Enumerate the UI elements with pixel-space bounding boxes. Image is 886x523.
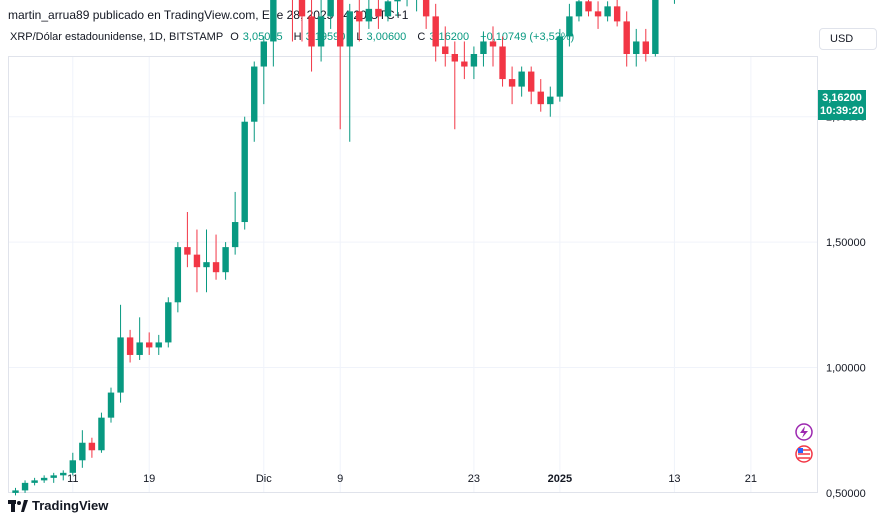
candle-body: [356, 11, 363, 22]
candle-body: [174, 247, 182, 303]
candle-body: [69, 460, 76, 473]
x-tick-label: Dic: [256, 473, 272, 485]
last-price-badge: 3,16200 10:39:20: [818, 90, 866, 120]
candle-body: [231, 222, 239, 248]
candle-body: [652, 0, 659, 54]
chart-frame: [8, 56, 818, 493]
candle-body: [518, 71, 525, 87]
candle-body: [394, 0, 401, 2]
y-tick-label: 1,00000: [826, 363, 866, 375]
candle-body: [298, 0, 306, 17]
candle-body: [480, 41, 487, 54]
high-value: 3,19590: [305, 31, 346, 43]
candle-body: [50, 475, 57, 478]
candle-body: [222, 247, 229, 273]
candle-body: [203, 262, 210, 268]
candle-body: [375, 8, 382, 17]
candle-body: [575, 1, 583, 17]
brand-label: TradingView: [32, 498, 109, 513]
x-tick-label: 19: [143, 473, 155, 485]
x-tick-label: 13: [668, 473, 680, 485]
candle-body: [547, 96, 554, 105]
candle-body: [12, 490, 19, 493]
candle-body: [432, 16, 439, 47]
candle-body: [184, 247, 191, 255]
candle-body: [528, 71, 535, 92]
candle-body: [508, 79, 516, 87]
y-tick-label: 1,50000: [826, 237, 866, 249]
high-label: H: [293, 31, 302, 43]
candle-body: [623, 21, 630, 54]
candle-body: [499, 46, 506, 80]
last-price-value: 3,16200: [822, 92, 862, 104]
candle-body: [98, 417, 105, 451]
candle-body: [260, 41, 267, 67]
open-label: O: [230, 31, 239, 43]
candle-body: [88, 442, 96, 451]
currency-button[interactable]: USD: [819, 28, 877, 50]
candle-body: [327, 0, 334, 17]
candle-body: [193, 254, 201, 268]
lightning-icon[interactable]: [795, 423, 813, 441]
candle-body: [212, 262, 220, 273]
x-tick-label: 21: [745, 473, 757, 485]
x-tick-label: 2025: [548, 473, 572, 485]
candle-body: [613, 6, 621, 22]
candle-body: [31, 480, 38, 483]
x-tick-label: 9: [337, 473, 343, 485]
candle-body: [633, 41, 640, 54]
candle-body: [365, 8, 373, 22]
candle-body: [346, 11, 353, 47]
candle-body: [155, 342, 162, 348]
candle-body: [585, 1, 592, 12]
bar-countdown: 10:39:20: [819, 105, 865, 117]
candle-body: [604, 6, 611, 17]
candle-body: [241, 121, 248, 223]
candle-body: [470, 54, 478, 67]
close-label: C: [417, 31, 426, 43]
symbol-label[interactable]: XRP/Dólar estadounidense, 1D, BITSTAMP: [10, 31, 224, 43]
candle-body: [384, 1, 392, 17]
candle-body: [107, 392, 115, 418]
candle-body: [308, 16, 315, 47]
candle-body: [146, 342, 153, 348]
x-tick-label: 11: [67, 473, 78, 485]
candle-body: [79, 442, 86, 461]
candle-body: [251, 66, 258, 122]
us-flag-icon[interactable]: [795, 445, 813, 463]
tradingview-brand[interactable]: TradingView: [8, 498, 108, 513]
x-tick-label: 23: [468, 473, 480, 485]
candle-body: [451, 54, 458, 62]
candle-body: [126, 337, 134, 355]
candle-body: [270, 0, 277, 42]
candle-body: [117, 337, 124, 393]
candle-body: [442, 46, 449, 54]
candle-body: [136, 342, 143, 355]
candle-body: [422, 0, 430, 17]
candle-body: [461, 61, 468, 67]
candle-body: [165, 302, 172, 343]
candle-body: [556, 36, 564, 97]
candle-body: [21, 482, 29, 491]
candle-body: [566, 16, 573, 37]
candle-body: [337, 0, 344, 47]
candle-body: [60, 472, 67, 476]
candle-body: [537, 91, 544, 105]
tradingview-logo-icon: [8, 500, 28, 512]
publisher-line: martin_arrua89 publicado en TradingView.…: [8, 8, 409, 22]
candle-body: [317, 16, 325, 47]
low-value: 3,00600: [366, 31, 407, 43]
candle-body: [594, 11, 602, 17]
candle-body: [40, 477, 48, 481]
change-value: +0,10749 (+3,52%): [480, 31, 575, 43]
candle-body: [642, 41, 649, 54]
close-value: 3,16200: [429, 31, 470, 43]
y-tick-label: 0,50000: [826, 488, 866, 500]
candle-body: [489, 41, 497, 47]
